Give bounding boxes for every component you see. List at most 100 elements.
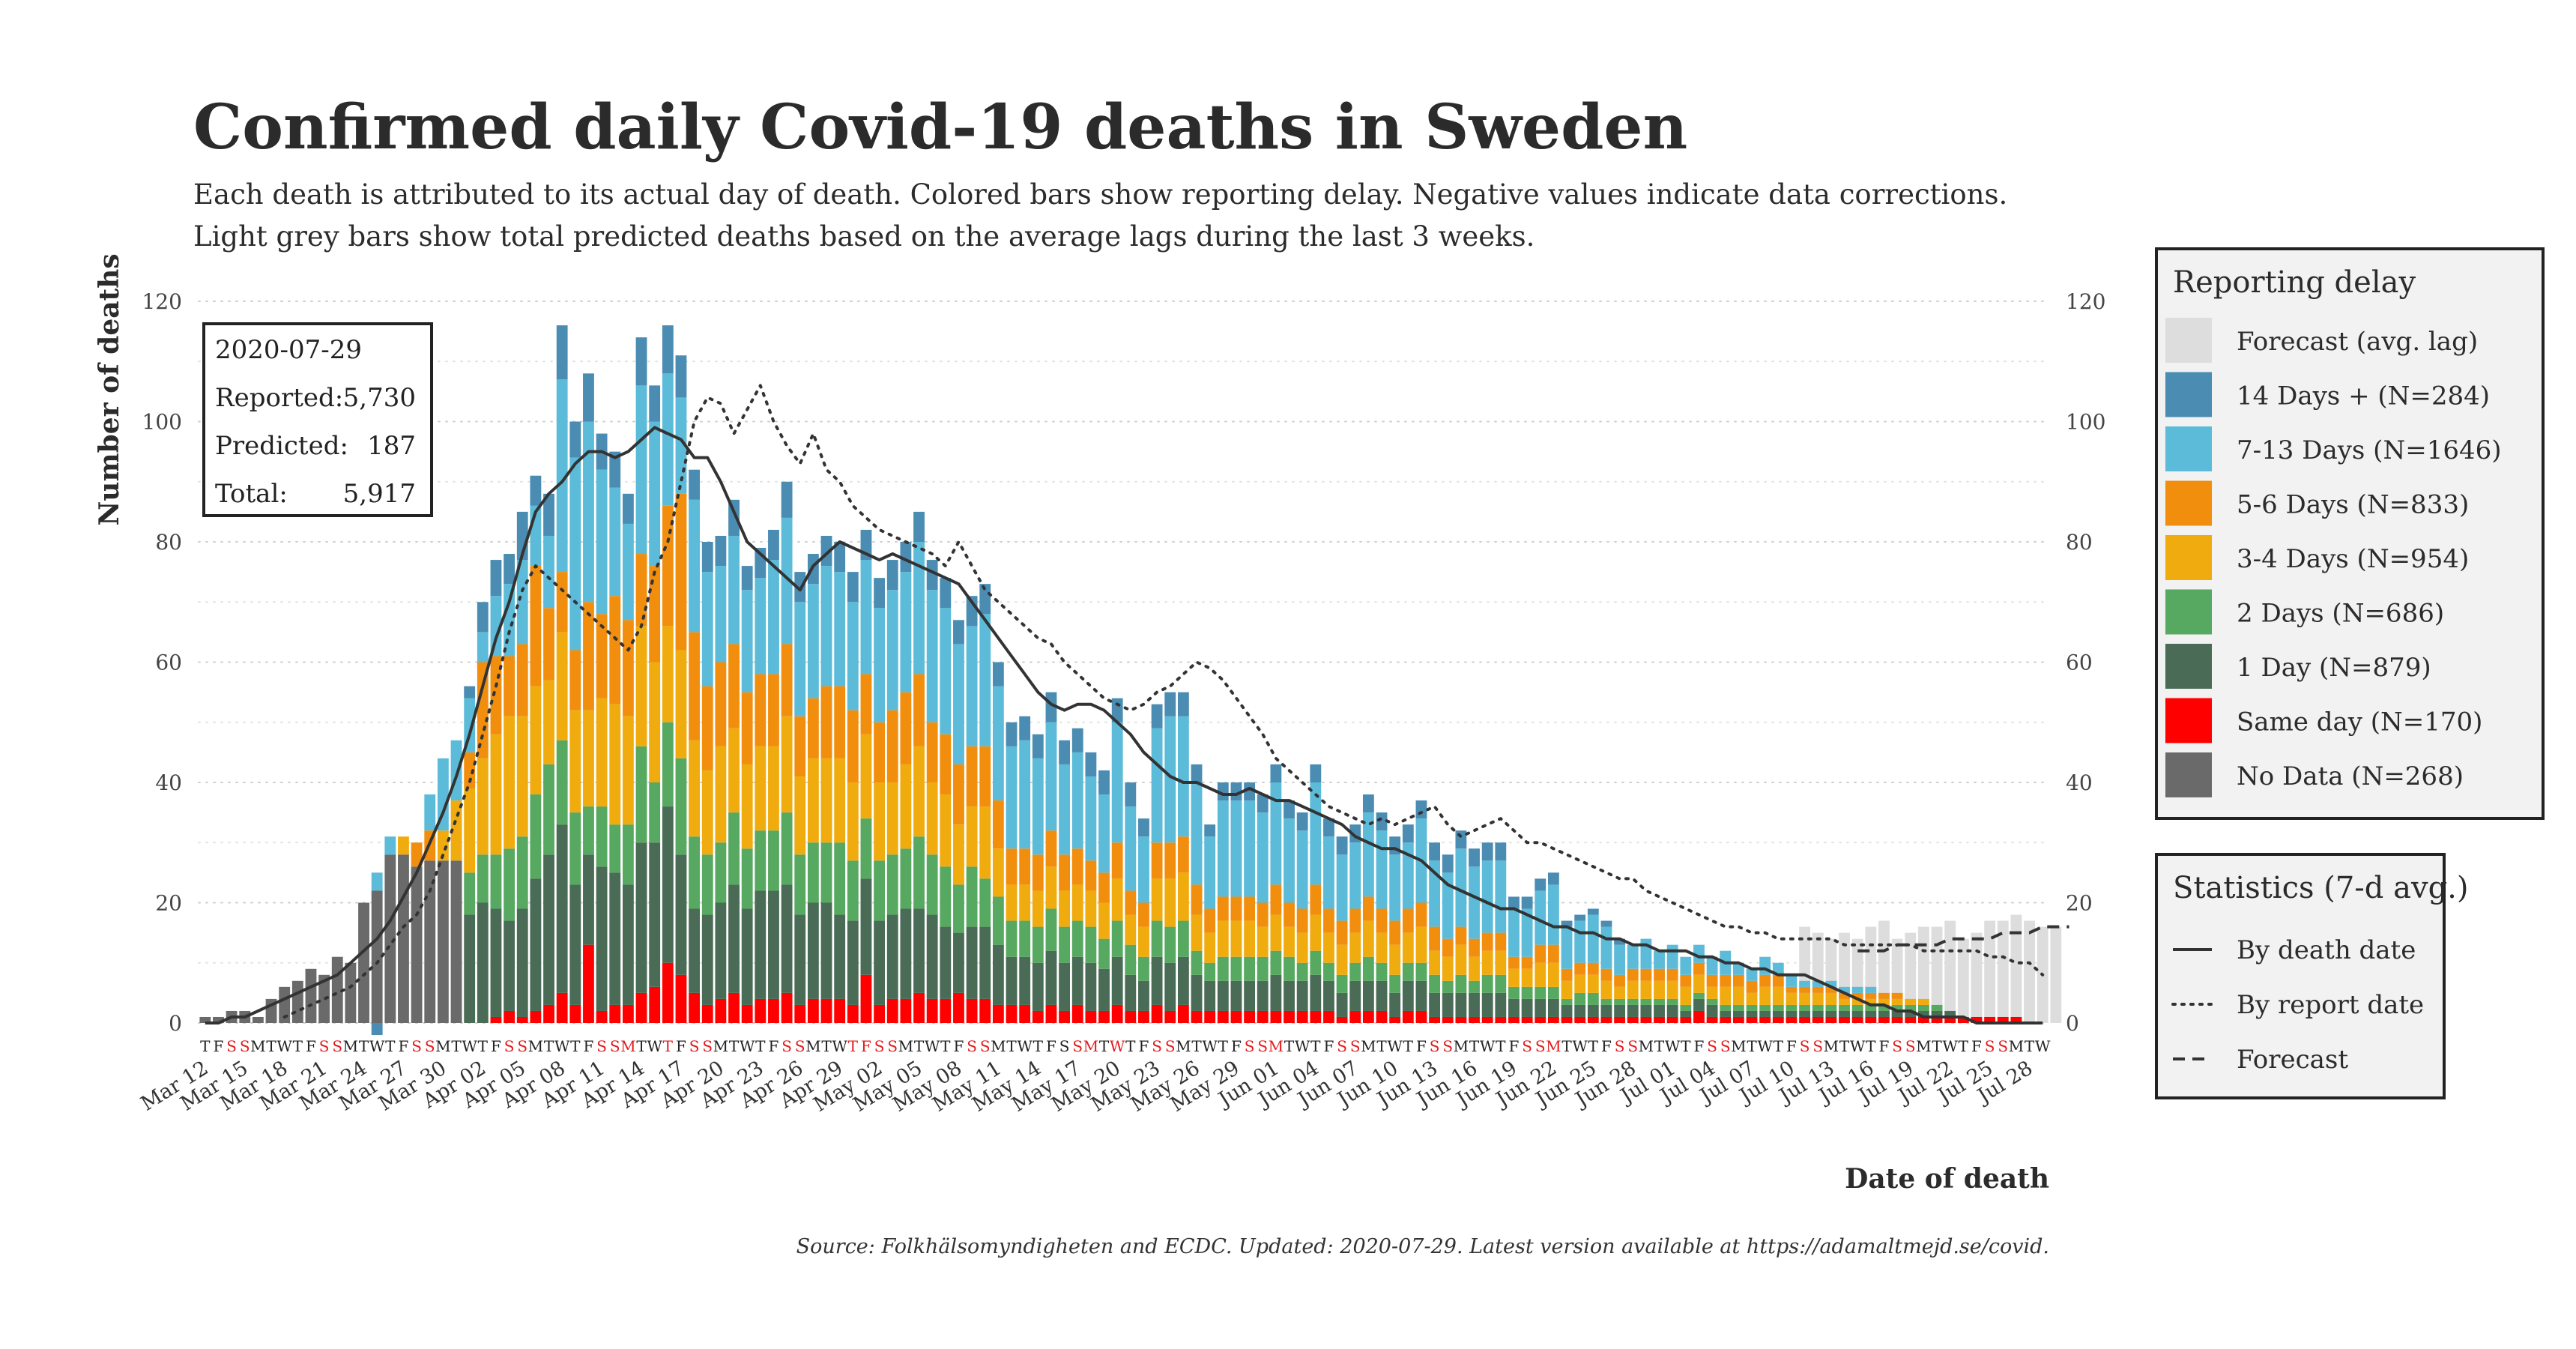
bar-segment-5-6-days [979,746,991,807]
bar-segment-14-days [1323,818,1334,837]
bar-segment-5-6-days [820,686,832,758]
bar-segment-same-day [1323,1010,1334,1023]
bar-segment-7-13-days [1680,956,1692,975]
bar-segment-7-13-days [1284,818,1295,903]
weekday-label: F [584,1037,594,1055]
bar-segment-same-day [583,944,594,1023]
bar-segment-same-day [1891,1016,1903,1023]
bar-segment-same-day [1429,1016,1441,1023]
bar-segment-same-day [741,1004,753,1023]
bar-segment-2-days [1654,998,1665,1005]
bar-segment-5-6-days [543,608,554,680]
weekday-label: M [1361,1037,1376,1055]
bar-segment-14-days [1415,800,1427,819]
bar-segment-1-day [1812,1010,1824,1017]
weekday-label: S [1430,1037,1440,1055]
bar-segment-3-4-days [820,758,832,843]
weekday-label: M [1176,1037,1191,1055]
bar-segment-5-6-days [1098,872,1110,903]
bar-segment-no-data [398,854,409,1023]
bar-segment-14-days [622,493,634,524]
bar-segment-14-days [1151,704,1163,728]
bar-segment-5-6-days [1455,926,1467,945]
weekday-label: T [1866,1037,1876,1055]
legend-delay-swatch [2165,480,2212,526]
bar-segment-same-day [1786,1016,1798,1023]
chart-subtitle-line-1: Each death is attributed to its actual d… [193,178,2007,211]
bar-segment-3-4-days [1098,902,1110,939]
bar-segment-same-day [781,992,793,1023]
bar-segment-14-days [886,560,898,591]
bar-segment-5-6-days [1270,884,1282,915]
weekday-label: S [596,1037,607,1055]
bar-segment-3-4-days [530,686,542,795]
bar-segment-14-days [1085,752,1097,776]
weekday-label: W [462,1037,477,1055]
bar-segment-2-days [1455,974,1467,993]
weekday-label: S [1337,1037,1347,1055]
bar-segment-7-13-days [1799,980,1811,987]
avg-lines [205,384,2069,1024]
bar-segment-same-day [1481,1016,1493,1023]
bar-segment-14-days [1561,920,1573,927]
bar-segment-7-13-days [966,626,978,746]
bar-segment-2-days [1839,1004,1850,1011]
bar-segment-2-days [1164,926,1176,963]
bar-segment-3-4-days [1429,950,1441,975]
bar-segment-2-days [556,740,568,825]
bar-segment-3-4-days [1614,986,1626,999]
bar-segment-1-day [1495,992,1507,1017]
weekday-label: T [1125,1037,1136,1055]
weekday-label: F [1879,1037,1890,1055]
bar-segment-2-days [1151,920,1163,957]
bar-segment-5-6-days [1640,968,1652,981]
bar-segment-3-4-days [1151,878,1163,921]
bar-segment-5-6-days [1891,992,1903,999]
bar-segment-same-day [1931,1016,1943,1023]
bar-segment-same-day [1587,1016,1599,1023]
bar-segment-3-4-days [1362,920,1374,957]
bar-segment-same-day [504,1010,515,1023]
legend-delay-swatch [2165,372,2212,417]
weekday-label: F [1231,1037,1242,1055]
bar-segment-3-4-days [1561,980,1573,999]
bar-segment-1-day [820,902,832,999]
bar-segment-7-13-days [1772,962,1784,975]
bar-segment-2-days [1376,962,1388,981]
bar-segment-2-days [1732,1004,1744,1011]
bar-segment-3-4-days [1085,890,1097,927]
bar-segment-14-days [1204,824,1216,837]
bar-segment-2-days [834,842,846,915]
bar-segment-same-day [1257,1010,1269,1023]
bar-segment-2-days [504,848,515,921]
legend-delay-label: No Data (N=268) [2237,761,2464,791]
weekday-label: W [1572,1037,1588,1055]
bar-segment-same-day [1244,1010,1256,1023]
bar-segment-5-6-days [781,644,793,716]
bar-segment-same-day [940,998,952,1023]
bar-segment-3-4-days [1627,980,1639,999]
bar-segment-same-day [1442,1016,1454,1023]
bar-segment-5-6-days [1799,986,1811,993]
bar-segment-5-6-days [834,686,846,758]
bar-segment-1-day [940,926,952,999]
bar-segment-14-days [1469,848,1480,867]
bar-segment-7-13-days [1045,722,1057,831]
weekday-label: F [1786,1037,1797,1055]
line-forecast [1857,925,2069,953]
bar-segment-2-days [1535,986,1546,999]
bar-segment-3-4-days [1706,986,1718,999]
weekday-label: T [940,1037,951,1055]
bar-segment-1-day [1654,1004,1665,1017]
bar-segment-3-4-days [834,758,846,843]
x-axis-title: Date of death [1845,1163,2049,1195]
bar-segment-2-days [992,896,1004,945]
bar-segment-5-6-days [1164,842,1176,879]
bar-segment-same-day [1865,1016,1877,1023]
bar-segment-14-days [1508,896,1520,909]
bar-segment-3-4-days [1125,914,1137,945]
bar-segment-1-day [649,842,661,987]
bar-segment-1-day [701,914,713,1005]
weekday-label: S [1707,1037,1717,1055]
y-tick-label-left: 120 [142,289,182,314]
